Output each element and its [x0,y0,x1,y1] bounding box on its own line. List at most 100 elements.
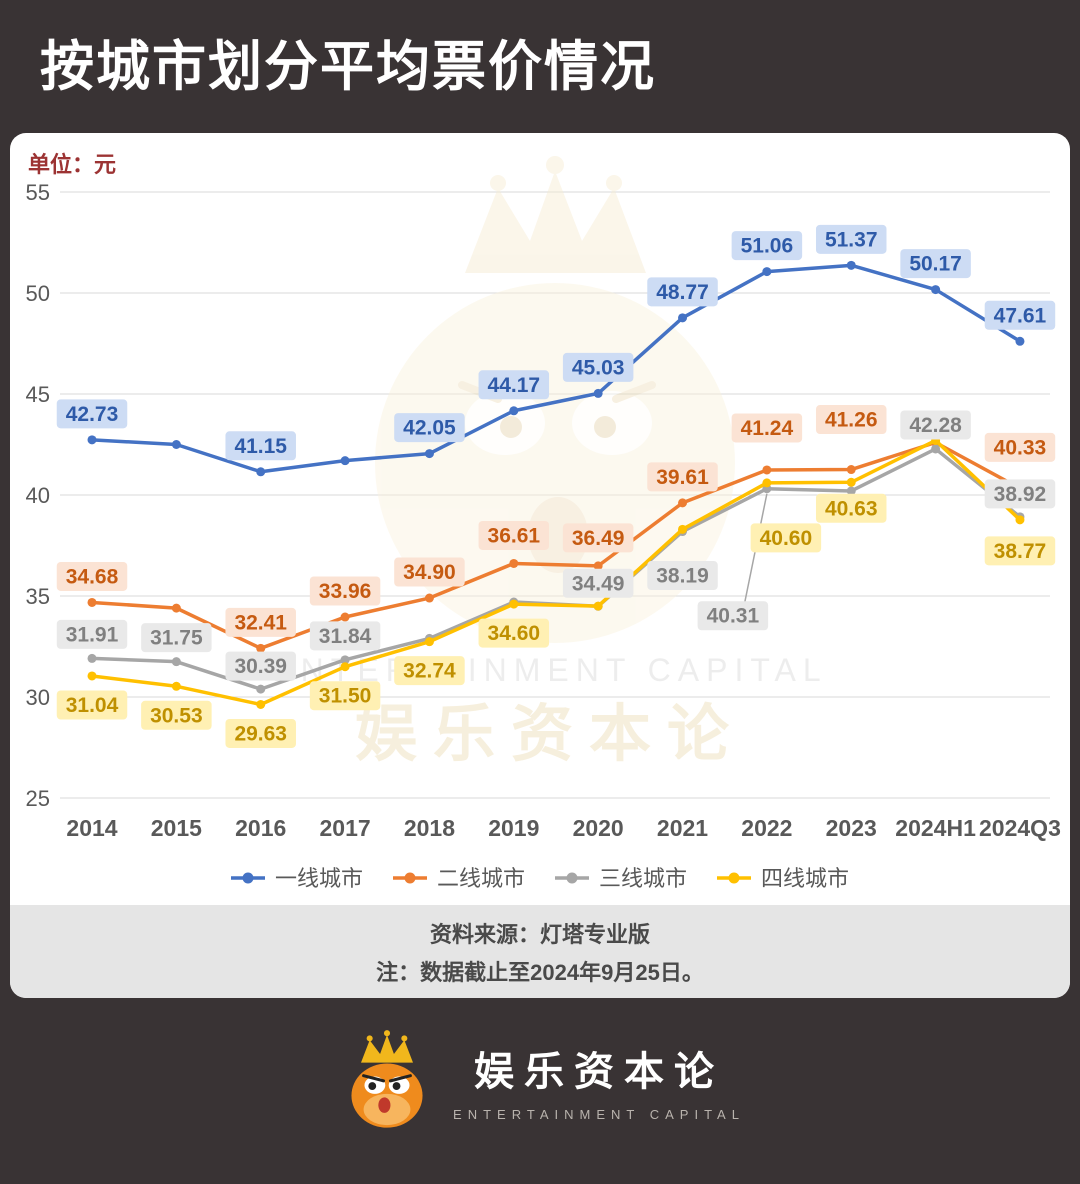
y-axis-labels: 55 50 45 40 35 30 25 [26,180,50,811]
data-label [900,410,971,440]
svg-text:35: 35 [26,584,50,609]
svg-text:2017: 2017 [319,815,370,841]
svg-text:33.96: 33.96 [319,580,372,603]
svg-text:2018: 2018 [404,815,455,841]
source-line: 资料来源：灯塔专业版 [429,921,650,947]
svg-text:42.28: 42.28 [909,414,962,437]
svg-text:36.49: 36.49 [572,527,625,550]
legend-item-四线城市: 四线城市 [717,866,849,891]
brand-subtitle: ENTERTAINMENT CAPITAL [453,1106,745,1122]
svg-text:34.90: 34.90 [403,561,456,584]
svg-text:41.24: 41.24 [741,417,794,440]
data-label [562,569,634,599]
svg-text:2022: 2022 [741,815,792,841]
svg-text:30: 30 [26,685,50,710]
unit-label: 单位：元 [28,152,117,178]
data-labels-一线城市: 42.73 41.15 42.05 44.17 45.03 48.77 51.06 51.37… [56,225,1056,461]
svg-text:47.61: 47.61 [994,305,1047,328]
svg-text:50: 50 [26,281,50,306]
svg-text:36.61: 36.61 [488,525,541,548]
svg-text:38.19: 38.19 [656,565,709,588]
data-label [141,623,212,653]
svg-text:二线城市: 二线城市 [437,866,525,891]
svg-text:34.68: 34.68 [66,566,119,589]
legend-item-一线城市: 一线城市 [231,866,363,891]
legend: 一线城市 二线城市 三线城市 四线城市 [231,866,849,891]
brand-name: 娱乐资本论 [474,1049,724,1094]
data-label [56,399,128,429]
data-label [478,618,550,648]
data-label [984,479,1056,509]
data-label [309,621,381,651]
svg-text:四线城市: 四线城市 [761,866,849,891]
source-band: 资料来源：灯塔专业版 注：数据截止至2024年9月25日。 [10,905,1070,999]
data-label [984,433,1056,463]
data-label [141,701,212,731]
svg-text:40: 40 [26,483,50,508]
svg-text:42.05: 42.05 [403,417,456,440]
data-label [225,652,296,682]
data-label [56,562,128,592]
data-label [647,277,718,307]
series-四线城市 [87,436,1025,710]
svg-text:31.04: 31.04 [66,694,119,717]
svg-text:2024Q3: 2024Q3 [979,815,1061,841]
data-label [309,681,381,711]
brand-footer: 娱乐资本论 ENTERTAINMENT CAPITAL [0,998,1080,1132]
svg-text:31.84: 31.84 [319,625,372,648]
data-labels-二线城市: 34.68 32.41 33.96 34.90 36.61 36.49 39.61 41.24… [56,405,1056,638]
chart-card: 单位：元 ENTERTAINMENT CAP [10,133,1070,999]
svg-text:30.53: 30.53 [150,705,203,728]
series-一线城市 [87,261,1025,477]
data-label [647,561,718,591]
watermark-mascot-icon [375,156,735,644]
mascot-logo-icon [351,1030,423,1129]
svg-text:51.06: 51.06 [741,235,794,258]
svg-text:2019: 2019 [488,815,539,841]
svg-text:40.60: 40.60 [760,527,813,550]
svg-text:39.61: 39.61 [656,466,709,489]
legend-item-三线城市: 三线城市 [555,866,687,891]
svg-text:48.77: 48.77 [656,281,709,304]
svg-text:31.75: 31.75 [150,627,203,650]
data-label [815,405,887,435]
svg-text:2020: 2020 [573,815,624,841]
data-label [731,413,803,443]
data-labels-四线城市: 31.04 30.53 29.63 31.50 32.74 34.60 40.60 40.63… [56,494,1056,749]
data-label [562,353,634,383]
svg-text:42.73: 42.73 [66,403,119,426]
svg-text:30.39: 30.39 [234,656,287,679]
svg-text:45.03: 45.03 [572,357,625,380]
data-label [562,523,634,553]
watermark-brand-text: 娱乐资本论 [355,700,745,769]
svg-text:40.63: 40.63 [825,498,878,521]
svg-text:25: 25 [26,786,50,811]
watermark: ENTERTAINMENT CAPITAL 娱乐资本论 [272,156,821,769]
svg-text:40.33: 40.33 [994,437,1047,460]
svg-text:34.49: 34.49 [572,573,625,596]
svg-text:2024H1: 2024H1 [895,815,976,841]
data-label [984,301,1056,331]
data-label [750,523,822,553]
svg-text:34.60: 34.60 [488,622,541,645]
svg-text:29.63: 29.63 [234,723,287,746]
svg-text:三线城市: 三线城市 [599,866,687,891]
legend-item-二线城市: 二线城市 [393,866,525,891]
data-label [900,249,971,279]
svg-text:40.31: 40.31 [707,605,760,628]
svg-text:2021: 2021 [657,815,708,841]
data-label [478,521,550,551]
data-label [815,225,887,255]
data-label [56,620,128,650]
data-label [225,431,296,461]
svg-text:32.74: 32.74 [403,660,456,683]
data-label [394,557,465,587]
svg-text:41.15: 41.15 [234,435,287,458]
data-label [394,413,465,443]
svg-text:2016: 2016 [235,815,286,841]
data-label [56,690,128,720]
data-labels-三线城市: 31.91 31.75 30.39 31.84 34.49 38.19 40.31 42.28… [56,410,1056,682]
svg-text:32.41: 32.41 [234,612,287,635]
svg-text:38.77: 38.77 [994,540,1047,563]
